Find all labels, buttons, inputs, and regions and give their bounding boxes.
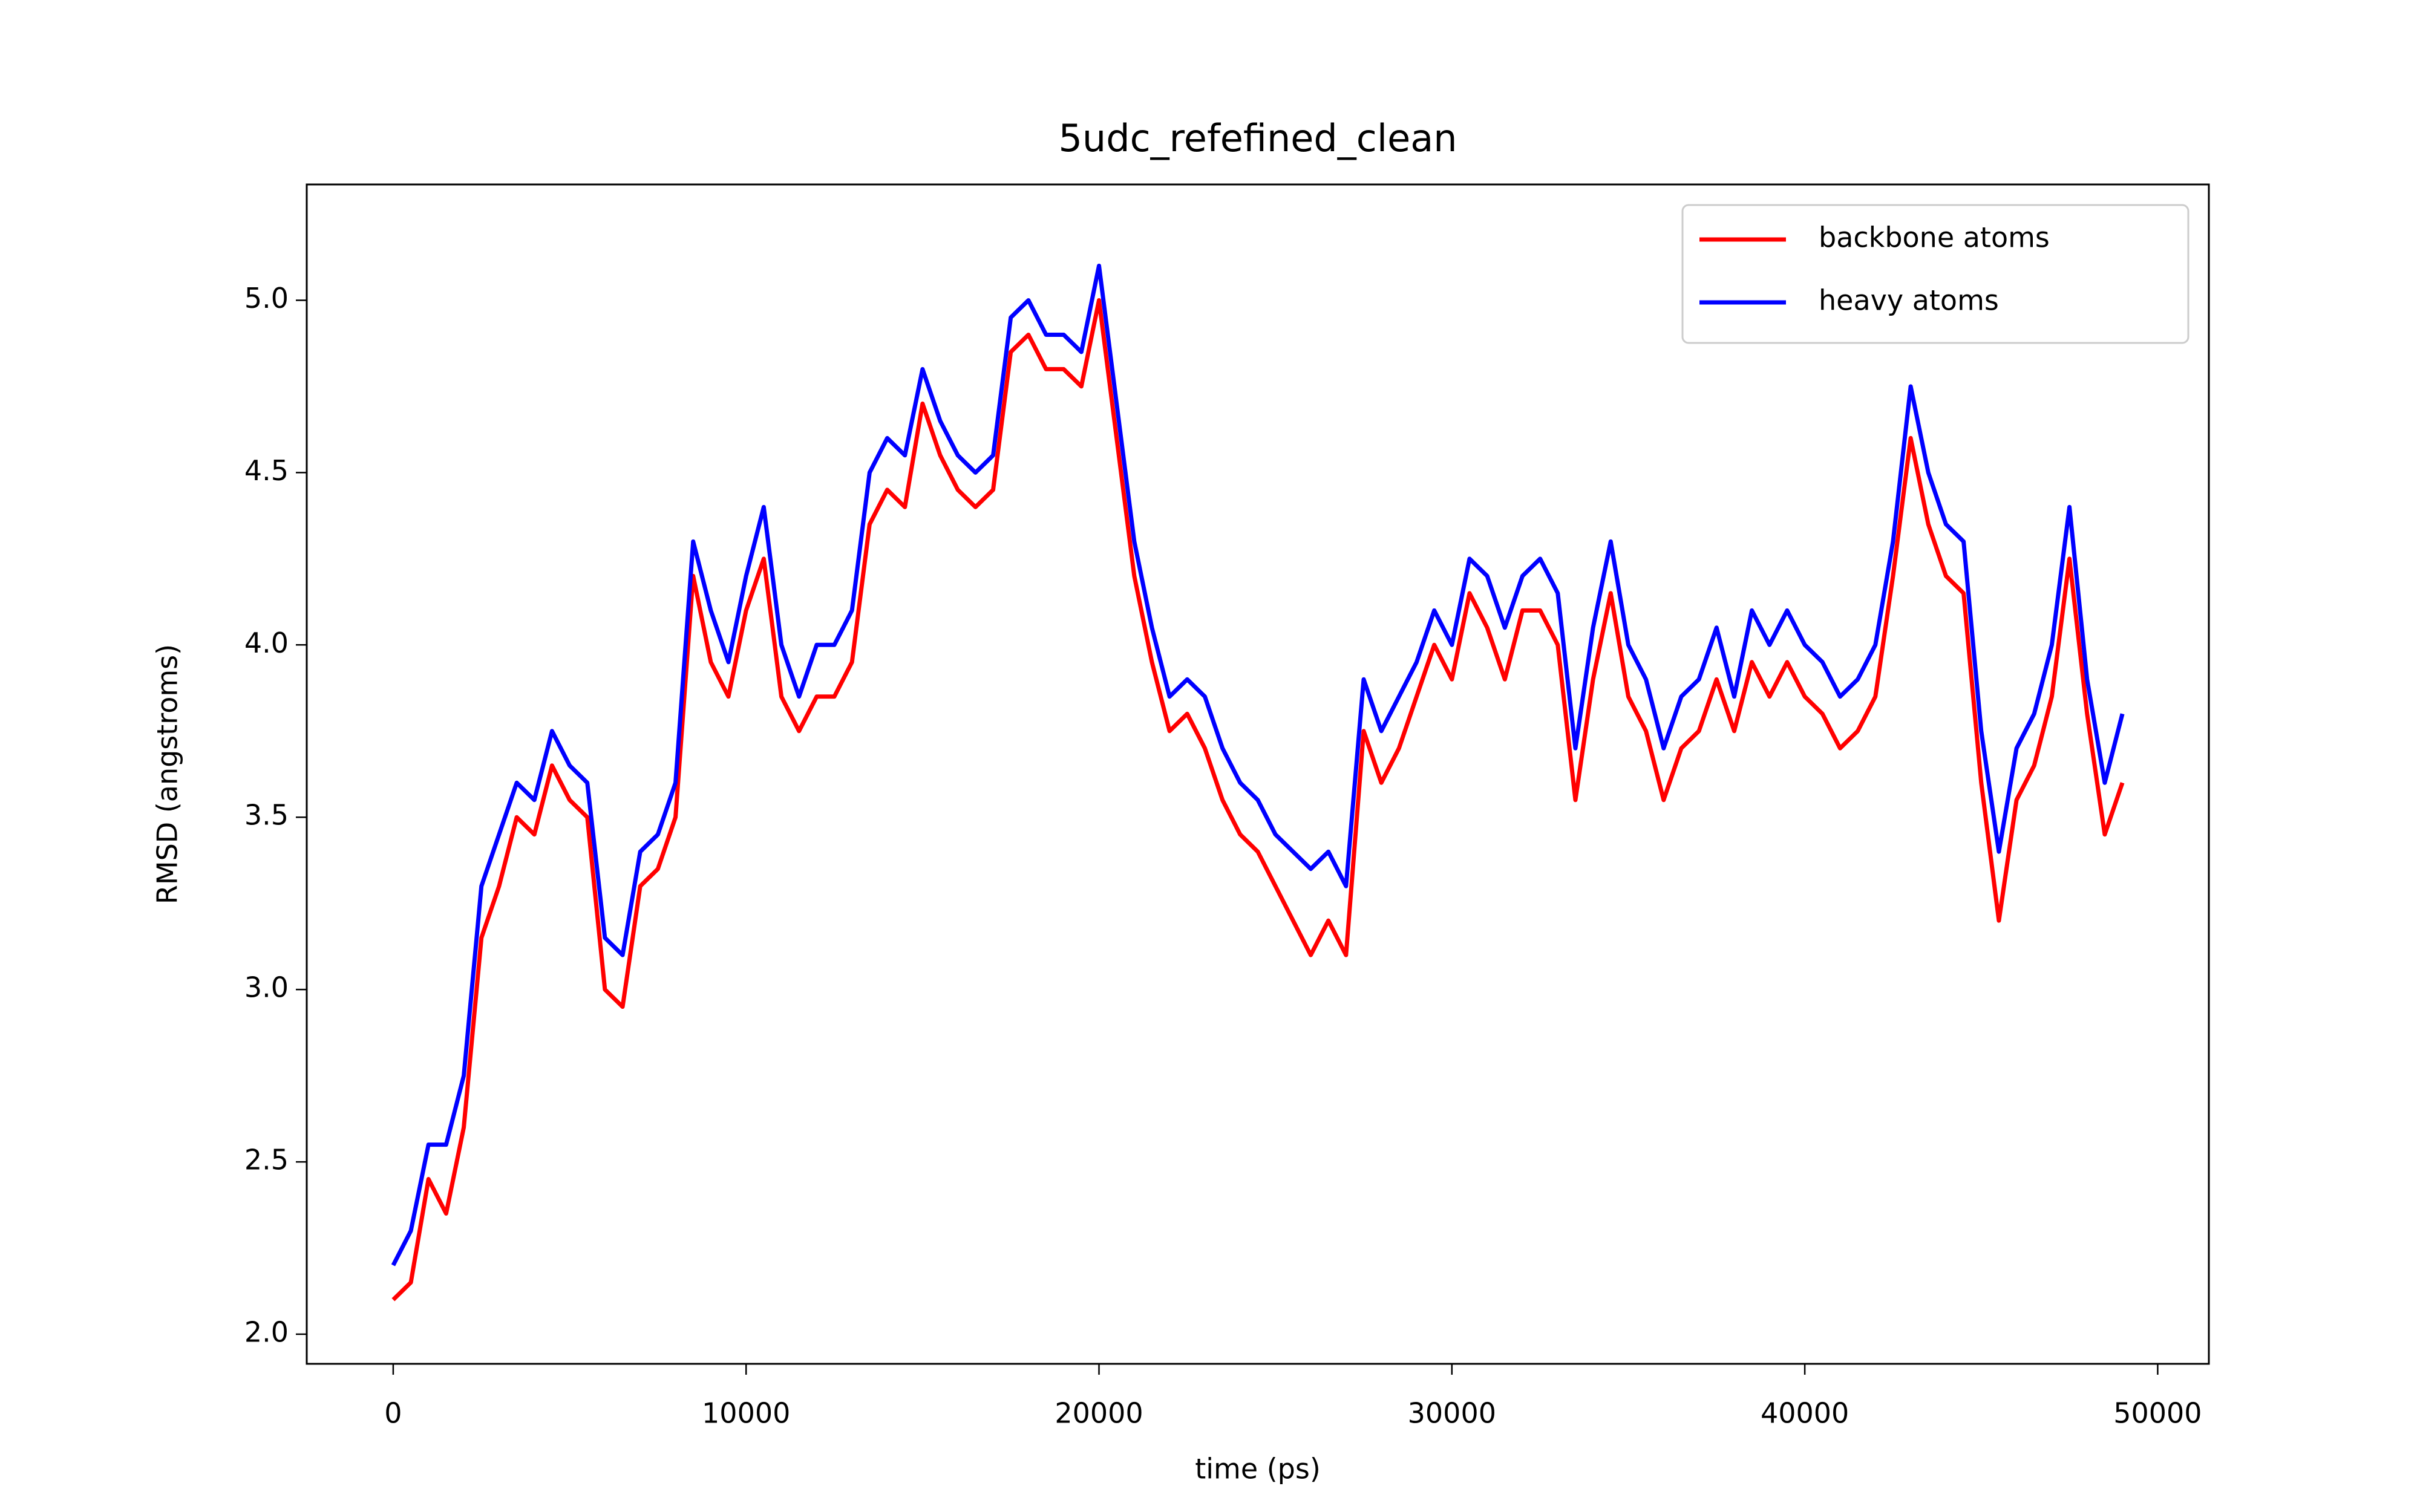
y-tick-label: 4.0 — [244, 627, 289, 659]
plot-frame — [306, 183, 2210, 1365]
y-tick-label: 3.0 — [244, 971, 289, 1004]
x-tick-label: 30000 — [1408, 1397, 1496, 1430]
y-tick-label: 2.5 — [244, 1144, 289, 1176]
y-tick-label: 2.0 — [244, 1315, 289, 1348]
x-tick-label: 50000 — [2113, 1397, 2202, 1430]
legend-label: heavy atoms — [1819, 284, 1999, 317]
x-tick-label: 40000 — [1761, 1397, 1849, 1430]
chart-title: 5udc_refefined_clean — [1058, 116, 1457, 160]
x-tick-label: 20000 — [1055, 1397, 1143, 1430]
series-line — [391, 298, 2125, 1302]
y-axis-label: RMSD (angstroms) — [151, 644, 184, 904]
y-tick-label: 5.0 — [244, 282, 289, 314]
x-tick-label: 10000 — [702, 1397, 790, 1430]
legend-label: backbone atoms — [1819, 221, 2050, 254]
x-axis-label: time (ps) — [1195, 1453, 1321, 1485]
y-tick-label: 3.5 — [244, 799, 289, 832]
legend-box — [1681, 204, 2189, 344]
y-tick-label: 4.5 — [244, 454, 289, 487]
x-tick-label: 0 — [384, 1397, 402, 1430]
series-line — [391, 263, 2125, 1266]
